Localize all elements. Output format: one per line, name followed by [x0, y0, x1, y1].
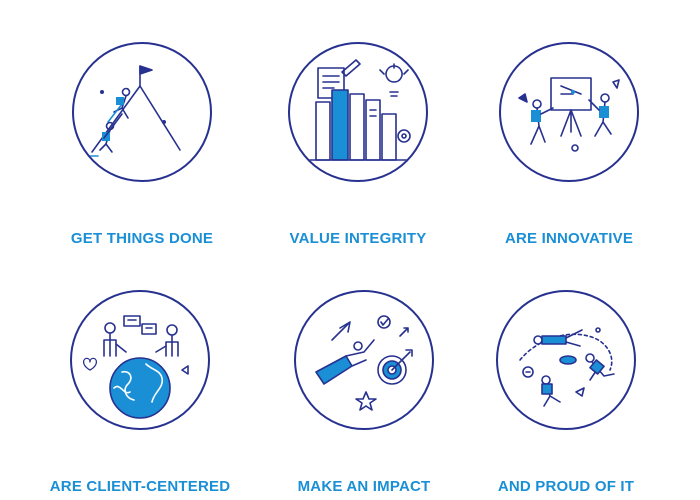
- value-card-are-client-centered: ARE CLIENT-CENTERED: [40, 290, 240, 495]
- value-circle: [70, 290, 210, 430]
- mountain-climbing-icon: [85, 65, 181, 157]
- presentation-board-icon: [518, 77, 620, 152]
- value-circle: [496, 290, 636, 430]
- value-card-get-things-done: GET THINGS DONE: [42, 42, 242, 247]
- value-label: ARE CLIENT-CENTERED: [49, 478, 231, 495]
- value-card-make-an-impact: MAKE AN IMPACT: [264, 290, 464, 495]
- value-card-value-integrity: VALUE INTEGRITY: [258, 42, 458, 247]
- value-circle: [288, 42, 428, 182]
- globe-people-icon: [82, 315, 189, 419]
- value-label: GET THINGS DONE: [70, 230, 214, 247]
- value-label: AND PROUD OF IT: [497, 478, 635, 495]
- value-label: ARE INNOVATIVE: [504, 230, 634, 247]
- superhero-target-icon: [315, 315, 413, 411]
- value-circle: [499, 42, 639, 182]
- floating-people-icon: [519, 327, 615, 407]
- value-circle: [72, 42, 212, 182]
- books-lightbulb-icon: [307, 59, 411, 161]
- value-card-and-proud-of-it: AND PROUD OF IT: [466, 290, 666, 495]
- value-label: VALUE INTEGRITY: [289, 230, 427, 247]
- value-card-are-innovative: ARE INNOVATIVE: [469, 42, 669, 247]
- value-circle: [294, 290, 434, 430]
- value-label: MAKE AN IMPACT: [297, 478, 431, 495]
